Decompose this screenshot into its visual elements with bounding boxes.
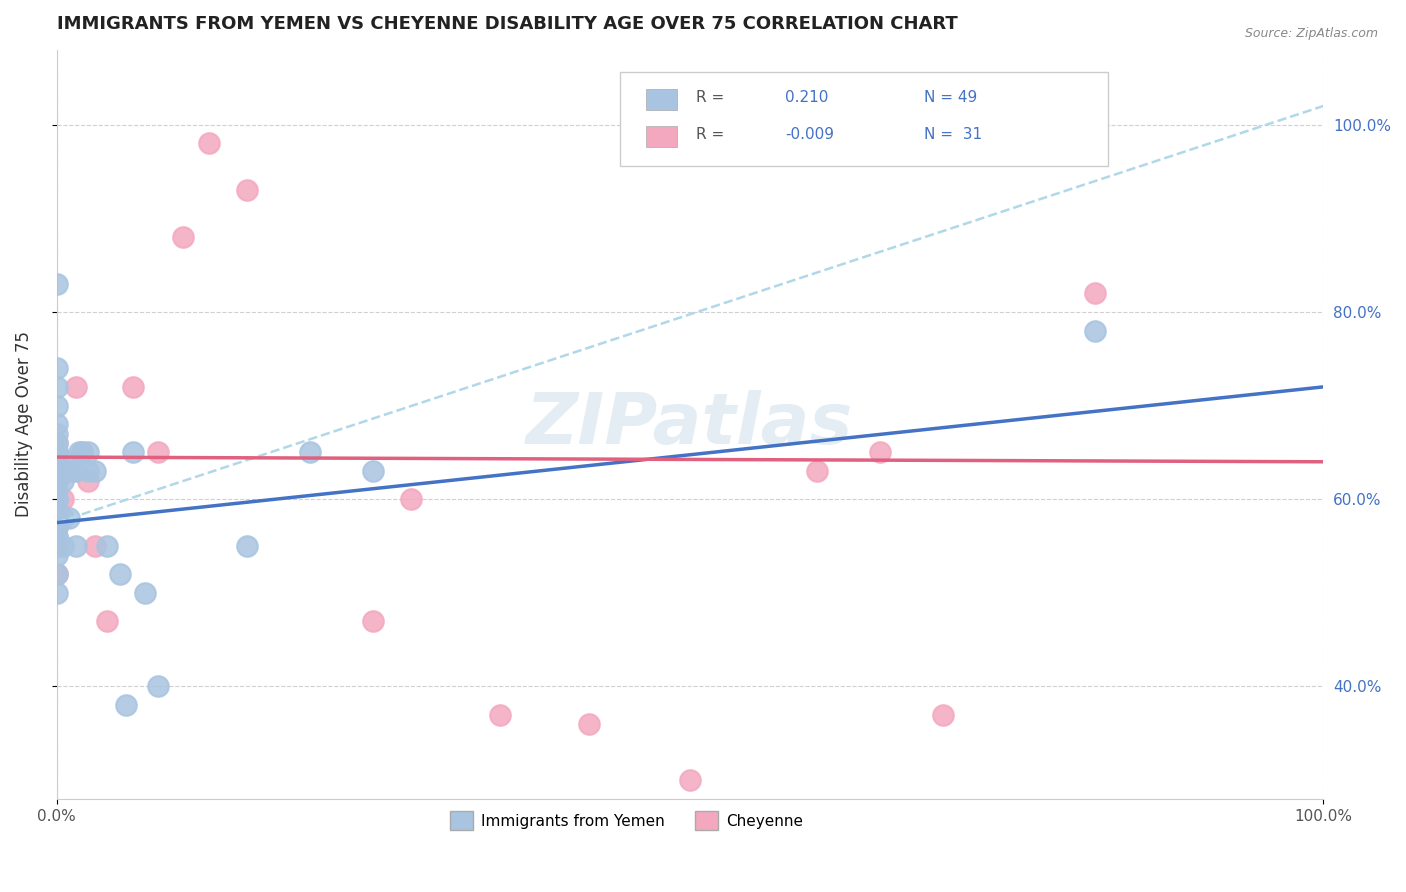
Y-axis label: Disability Age Over 75: Disability Age Over 75	[15, 331, 32, 517]
Point	[45, 426, 67, 441]
Point	[77, 464, 100, 478]
Text: -0.009: -0.009	[785, 127, 834, 142]
Point	[70, 445, 93, 459]
Point	[52, 539, 75, 553]
Point	[45, 445, 67, 459]
Point	[45, 530, 67, 544]
Point	[55, 455, 77, 469]
Text: R =: R =	[696, 127, 724, 142]
Bar	[645, 89, 678, 110]
Point	[108, 567, 131, 582]
Point	[65, 464, 87, 478]
Point	[52, 492, 75, 507]
Point	[58, 464, 80, 478]
Point	[45, 464, 67, 478]
Point	[52, 474, 75, 488]
Point	[45, 436, 67, 450]
Point	[45, 445, 67, 459]
Point	[806, 464, 828, 478]
Point	[45, 567, 67, 582]
Point	[83, 464, 105, 478]
Point	[45, 455, 67, 469]
Point	[45, 530, 67, 544]
Point	[45, 492, 67, 507]
Point	[45, 483, 67, 497]
Bar	[645, 127, 678, 147]
Point	[45, 399, 67, 413]
Text: IMMIGRANTS FROM YEMEN VS CHEYENNE DISABILITY AGE OVER 75 CORRELATION CHART: IMMIGRANTS FROM YEMEN VS CHEYENNE DISABI…	[56, 15, 957, 33]
Point	[83, 539, 105, 553]
Point	[45, 511, 67, 525]
Point	[65, 539, 87, 553]
Point	[146, 680, 169, 694]
Point	[70, 445, 93, 459]
Point	[146, 445, 169, 459]
Point	[121, 380, 143, 394]
Text: 0.210: 0.210	[785, 89, 828, 104]
Point	[45, 277, 67, 291]
Point	[932, 707, 955, 722]
Point	[361, 614, 384, 628]
Text: R =: R =	[696, 89, 724, 104]
Point	[45, 436, 67, 450]
Point	[96, 539, 118, 553]
Point	[45, 464, 67, 478]
Point	[45, 511, 67, 525]
Point	[45, 549, 67, 563]
Legend: Immigrants from Yemen, Cheyenne: Immigrants from Yemen, Cheyenne	[444, 805, 808, 836]
Point	[77, 474, 100, 488]
Point	[45, 539, 67, 553]
Point	[134, 586, 156, 600]
Text: N =  31: N = 31	[924, 127, 983, 142]
Point	[235, 183, 257, 197]
Point	[489, 707, 512, 722]
Point	[77, 445, 100, 459]
Point	[52, 511, 75, 525]
Point	[45, 520, 67, 534]
Point	[45, 567, 67, 582]
Point	[45, 520, 67, 534]
Point	[45, 361, 67, 376]
Point	[401, 492, 423, 507]
Point	[45, 455, 67, 469]
Point	[45, 380, 67, 394]
Point	[45, 501, 67, 516]
Text: Source: ZipAtlas.com: Source: ZipAtlas.com	[1244, 27, 1378, 40]
Point	[235, 539, 257, 553]
Point	[45, 492, 67, 507]
Point	[679, 773, 702, 788]
Point	[67, 445, 90, 459]
Point	[869, 445, 891, 459]
Point	[172, 230, 194, 244]
Point	[45, 445, 67, 459]
FancyBboxPatch shape	[620, 72, 1108, 166]
Point	[115, 698, 138, 713]
Point	[96, 614, 118, 628]
Text: ZIPatlas: ZIPatlas	[526, 390, 853, 458]
Point	[45, 586, 67, 600]
Point	[45, 417, 67, 432]
Point	[45, 464, 67, 478]
Point	[298, 445, 321, 459]
Point	[578, 717, 600, 731]
Point	[45, 474, 67, 488]
Point	[1084, 286, 1107, 301]
Text: N = 49: N = 49	[924, 89, 977, 104]
Point	[1084, 324, 1107, 338]
Point	[45, 474, 67, 488]
Point	[45, 455, 67, 469]
Point	[361, 464, 384, 478]
Point	[65, 380, 87, 394]
Point	[60, 464, 83, 478]
Point	[58, 511, 80, 525]
Point	[121, 445, 143, 459]
Point	[197, 136, 219, 151]
Point	[45, 501, 67, 516]
Point	[45, 492, 67, 507]
